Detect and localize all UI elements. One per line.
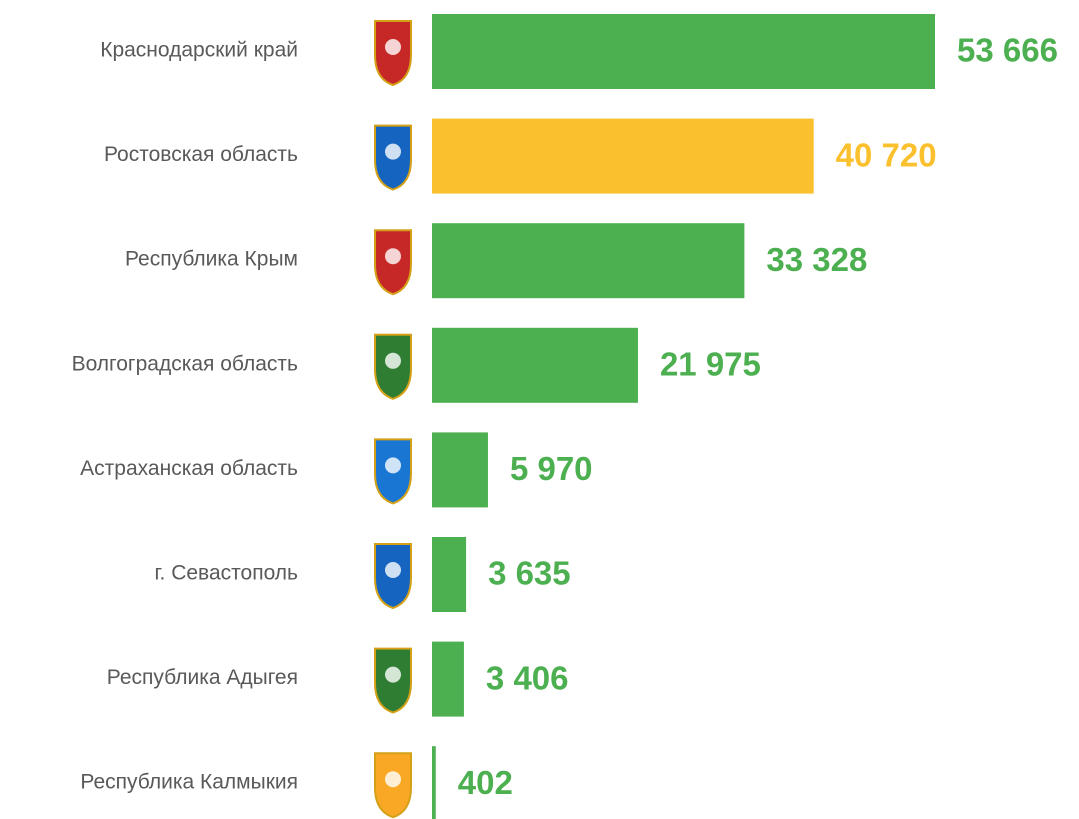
value-label: 33 328 xyxy=(766,241,867,278)
bar xyxy=(432,118,814,194)
category-label: Ростовская область xyxy=(104,143,298,166)
bar xyxy=(432,537,467,612)
emblem-detail xyxy=(385,771,401,788)
category-label: Республика Крым xyxy=(125,248,298,271)
bar xyxy=(432,641,464,717)
category-label: Волгоградская область xyxy=(72,352,298,375)
category-label: г. Севастополь xyxy=(154,562,298,585)
value-label: 53 666 xyxy=(957,32,1058,69)
value-label: 402 xyxy=(458,764,513,801)
bar xyxy=(432,223,745,299)
bar xyxy=(432,432,488,508)
category-label: Астраханская область xyxy=(80,457,298,480)
bar xyxy=(432,327,638,403)
value-label: 21 975 xyxy=(660,346,761,383)
category-label: Краснодарский край xyxy=(100,39,298,62)
value-label: 40 720 xyxy=(836,136,937,173)
value-label: 5 970 xyxy=(510,450,593,487)
bar xyxy=(432,746,436,819)
bar xyxy=(432,14,935,89)
category-label: Республика Адыгея xyxy=(107,666,298,689)
emblem-detail xyxy=(385,562,401,578)
emblem-detail xyxy=(385,666,401,683)
emblem-detail xyxy=(385,457,401,474)
emblem-detail xyxy=(385,143,401,160)
emblem-detail xyxy=(385,248,401,265)
emblem-detail xyxy=(385,39,401,55)
value-label: 3 406 xyxy=(486,659,569,696)
emblem-detail xyxy=(385,352,401,369)
value-label: 3 635 xyxy=(488,555,571,592)
category-label: Республика Калмыкия xyxy=(80,771,298,794)
